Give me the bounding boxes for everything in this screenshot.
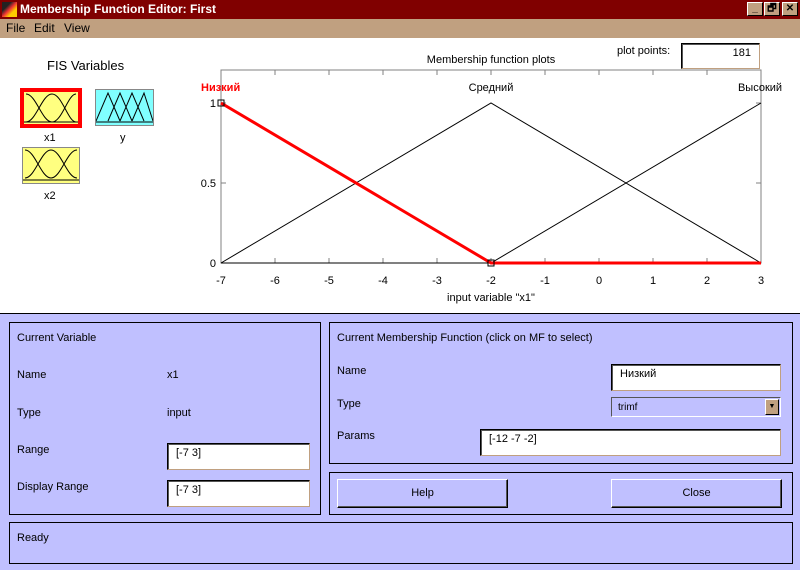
title-bar: Membership Function Editor: First _ 🗗 ✕ xyxy=(0,0,800,19)
plot-points-input[interactable]: 181 xyxy=(681,43,760,69)
mf-params-label: Params xyxy=(337,430,375,442)
mf-type-value: trimf xyxy=(618,402,638,413)
x-axis-label: input variable "x1" xyxy=(447,292,535,304)
variable-type-value: input xyxy=(167,407,191,419)
mf-curves-icon xyxy=(24,93,78,123)
mf-name-label: Name xyxy=(337,365,367,377)
menu-file[interactable]: File xyxy=(6,21,26,35)
x-tick-label: -5 xyxy=(324,275,334,287)
status-text: Ready xyxy=(17,532,49,544)
variable-x2-label: x2 xyxy=(44,190,56,202)
mf-curve[interactable] xyxy=(220,101,761,265)
menu-edit[interactable]: Edit xyxy=(34,21,55,35)
mf-handle[interactable] xyxy=(487,259,495,267)
y-tick-label: 0 xyxy=(210,258,216,270)
x-tick-label: -3 xyxy=(432,275,442,287)
restore-button[interactable]: 🗗 xyxy=(764,2,780,16)
x-tick-label: -4 xyxy=(378,275,388,287)
current-variable-panel: Current Variable Name x1 Type input Rang… xyxy=(9,322,321,515)
matlab-icon xyxy=(2,2,17,17)
variable-name-value: x1 xyxy=(167,369,179,381)
status-panel: Ready xyxy=(9,522,793,564)
close-button[interactable]: Close xyxy=(611,479,782,508)
variable-x1-label: x1 xyxy=(44,132,56,144)
close-window-button[interactable]: ✕ xyxy=(782,2,798,16)
plot-points-label: plot points: xyxy=(617,45,671,57)
x-tick-label: -1 xyxy=(540,275,550,287)
mf-curve[interactable] xyxy=(220,102,762,264)
window-title: Membership Function Editor: First xyxy=(20,2,217,16)
current-mf-panel: Current Membership Function (click on MF… xyxy=(329,322,793,464)
mf-label: Низкий xyxy=(201,82,240,94)
display-range-label: Display Range xyxy=(17,481,89,493)
mf-type-select[interactable]: trimf ▼ xyxy=(611,397,781,417)
variable-y[interactable] xyxy=(95,89,154,126)
display-range-input[interactable]: [-7 3] xyxy=(167,480,310,507)
minimize-button[interactable]: _ xyxy=(747,2,763,16)
mf-triangles-icon xyxy=(95,91,154,123)
mf-name-input[interactable]: Низкий xyxy=(611,364,781,391)
mf-plot[interactable]: Membership function plots -7 -6 -5 -4 -3 -2 -1 0… xyxy=(0,0,800,313)
current-mf-title: Current Membership Function (click on MF… xyxy=(337,332,593,344)
variable-x2[interactable] xyxy=(22,147,80,184)
x-tick-label: 2 xyxy=(704,275,710,287)
mf-handle[interactable] xyxy=(217,99,225,107)
fis-variables-title: FIS Variables xyxy=(47,58,125,73)
mf-label: Средний xyxy=(469,82,514,94)
mf-type-label: Type xyxy=(337,398,361,410)
range-input[interactable]: [-7 3] xyxy=(167,443,310,470)
variable-y-label: y xyxy=(120,132,126,144)
x-tick-label: 1 xyxy=(650,275,656,287)
x-tick-label: 0 xyxy=(596,275,602,287)
menu-bar: File Edit View xyxy=(0,19,800,38)
menu-view[interactable]: View xyxy=(64,21,90,35)
buttons-panel: Help Close xyxy=(329,472,793,515)
range-label: Range xyxy=(17,444,50,456)
y-tick-label: 0.5 xyxy=(201,178,216,190)
mf-params-input[interactable]: [-12 -7 -2] xyxy=(480,429,781,456)
current-variable-title: Current Variable xyxy=(17,332,97,344)
variable-x1[interactable] xyxy=(20,88,82,128)
plot-axes xyxy=(220,69,762,264)
mf-label: Высокий xyxy=(738,82,782,94)
type-label: Type xyxy=(17,407,41,419)
plot-title: Membership function plots xyxy=(427,54,556,66)
name-label: Name xyxy=(17,369,47,381)
chevron-down-icon[interactable]: ▼ xyxy=(765,399,779,415)
mf-curves-icon xyxy=(23,149,79,181)
y-tick-label: 1 xyxy=(210,98,216,110)
x-tick-label: -2 xyxy=(486,275,496,287)
help-button[interactable]: Help xyxy=(337,479,508,508)
x-tick-label: -6 xyxy=(270,275,280,287)
x-tick-label: 3 xyxy=(758,275,764,287)
x-tick-label: -7 xyxy=(216,275,226,287)
